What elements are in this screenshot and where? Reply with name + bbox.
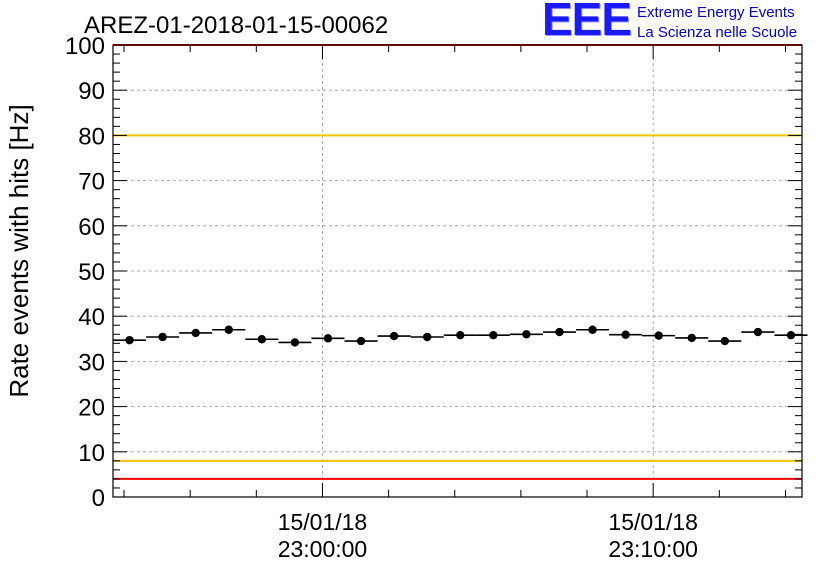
data-point bbox=[687, 333, 696, 343]
data-point bbox=[422, 332, 432, 342]
data-series bbox=[113, 325, 808, 347]
data-point bbox=[125, 335, 134, 345]
data-point bbox=[323, 334, 333, 343]
y-tick-label: 70 bbox=[78, 169, 105, 196]
grid bbox=[113, 45, 802, 497]
reference-lines bbox=[113, 44, 802, 480]
data-point bbox=[191, 328, 200, 338]
data-point bbox=[588, 325, 597, 334]
data-point bbox=[489, 330, 498, 340]
data-point bbox=[356, 336, 366, 346]
data-point bbox=[654, 331, 663, 340]
x-tick-label-date: 15/01/18 bbox=[608, 509, 698, 535]
y-tick-label: 60 bbox=[78, 214, 105, 241]
data-point bbox=[224, 325, 233, 334]
x-tick-label-time: 23:10:00 bbox=[608, 536, 698, 562]
data-point bbox=[555, 327, 564, 337]
y-tick-label: 50 bbox=[78, 259, 105, 286]
x-tick-label-date: 15/01/18 bbox=[278, 509, 368, 535]
chart-title: AREZ-01-2018-01-15-00062 bbox=[84, 12, 388, 39]
y-axis-label: Rate events with hits [Hz] bbox=[4, 104, 34, 397]
logo-line-1: Extreme Energy Events bbox=[637, 4, 795, 21]
data-point bbox=[786, 330, 796, 340]
data-point bbox=[621, 330, 630, 339]
data-point bbox=[456, 330, 465, 340]
data-point bbox=[522, 330, 531, 339]
y-tick-label: 40 bbox=[78, 304, 105, 331]
axis-ticks: 010203040506070809010015/01/1823:00:0015… bbox=[65, 33, 802, 562]
y-tick-label: 100 bbox=[65, 33, 105, 60]
y-tick-label: 20 bbox=[78, 395, 105, 422]
y-tick-label: 80 bbox=[78, 123, 105, 150]
x-tick-label-time: 23:00:00 bbox=[278, 536, 368, 562]
data-point bbox=[290, 338, 300, 347]
y-tick-label: 90 bbox=[78, 78, 105, 105]
data-point bbox=[753, 327, 763, 337]
logo-mark: EEE bbox=[542, 0, 632, 45]
logo-line-2: La Scienza nelle Scuole bbox=[637, 24, 798, 41]
y-tick-label: 10 bbox=[78, 440, 105, 467]
data-point bbox=[257, 335, 267, 344]
data-point bbox=[389, 331, 399, 341]
eee-logo: EEE Extreme Energy Events La Scienza nel… bbox=[542, 0, 832, 48]
data-point bbox=[720, 336, 730, 346]
y-tick-label: 30 bbox=[78, 349, 105, 376]
y-tick-label: 0 bbox=[92, 485, 105, 512]
data-point bbox=[158, 332, 167, 342]
